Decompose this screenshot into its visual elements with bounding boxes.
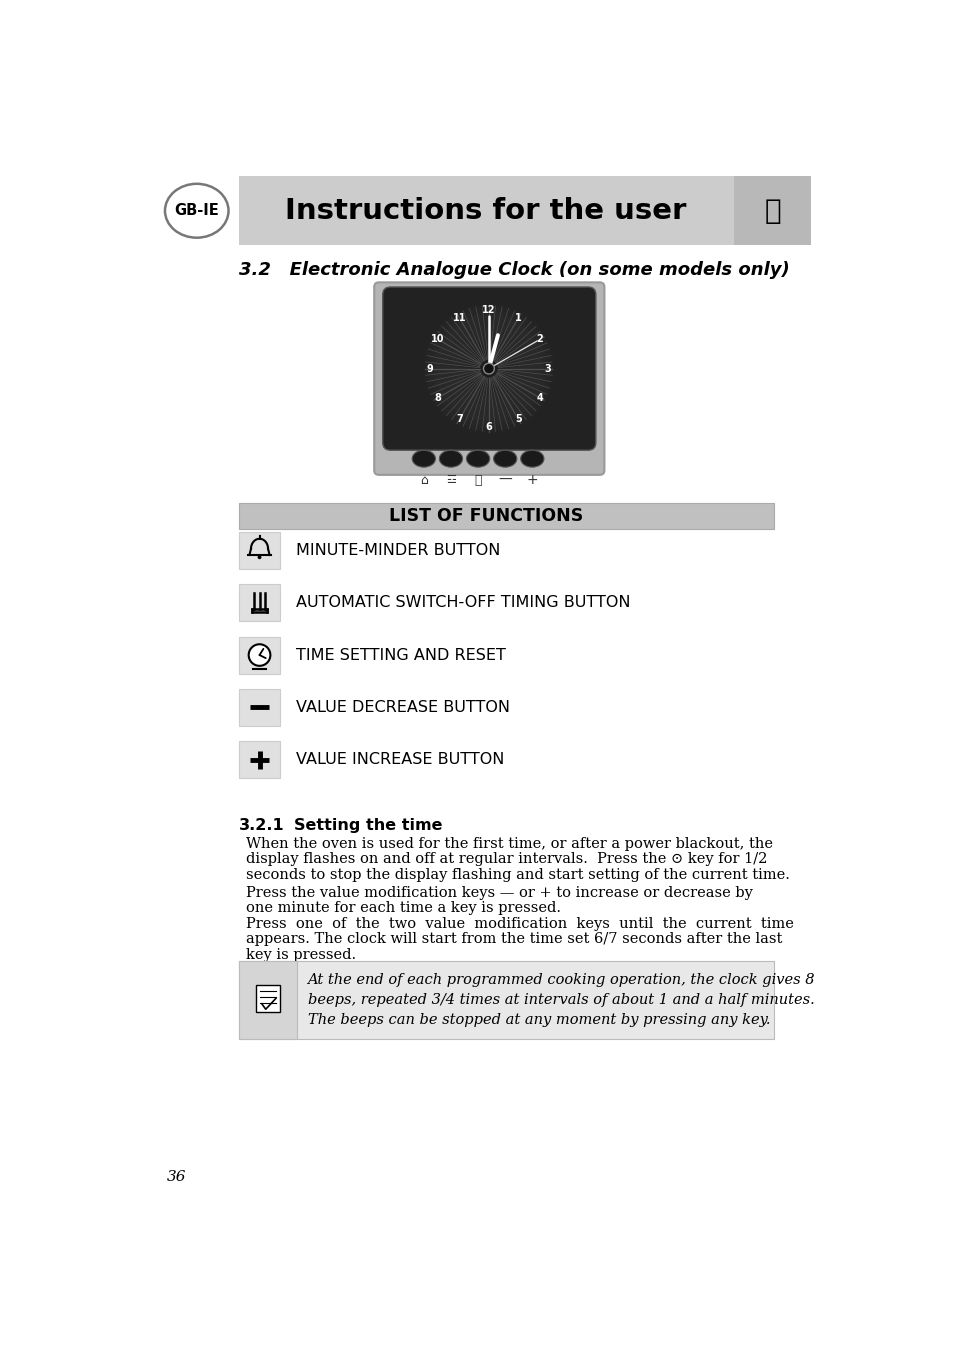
- Text: display flashes on and off at regular intervals.  Press the ⊙ key for 1/2: display flashes on and off at regular in…: [245, 852, 766, 867]
- FancyBboxPatch shape: [238, 741, 280, 779]
- FancyBboxPatch shape: [238, 637, 280, 673]
- Circle shape: [249, 645, 270, 665]
- Text: —: —: [497, 473, 512, 487]
- FancyBboxPatch shape: [239, 176, 733, 246]
- Text: At the end of each programmed cooking operation, the clock gives 8
beeps, repeat: At the end of each programmed cooking op…: [307, 973, 814, 1028]
- Ellipse shape: [466, 450, 489, 468]
- Text: GB-IE: GB-IE: [174, 203, 219, 218]
- Text: 11: 11: [453, 312, 466, 323]
- FancyBboxPatch shape: [733, 176, 810, 246]
- Text: 7: 7: [456, 414, 462, 425]
- Text: 4: 4: [536, 393, 543, 403]
- FancyBboxPatch shape: [239, 961, 297, 1038]
- Text: 12: 12: [481, 306, 496, 315]
- FancyBboxPatch shape: [238, 531, 280, 569]
- Text: 5: 5: [515, 414, 521, 425]
- Text: ☲: ☲: [445, 476, 456, 485]
- Text: ⌛: ⌛: [474, 473, 481, 487]
- Text: 3.2.1: 3.2.1: [239, 818, 285, 833]
- Text: 8: 8: [434, 393, 441, 403]
- Ellipse shape: [439, 450, 462, 468]
- Text: ⌂: ⌂: [419, 473, 427, 487]
- Text: key is pressed.: key is pressed.: [245, 948, 355, 961]
- FancyBboxPatch shape: [382, 287, 596, 450]
- Ellipse shape: [520, 450, 543, 468]
- Text: MINUTE-MINDER BUTTON: MINUTE-MINDER BUTTON: [295, 542, 499, 558]
- Ellipse shape: [165, 184, 229, 238]
- Text: When the oven is used for the first time, or after a power blackout, the: When the oven is used for the first time…: [245, 837, 772, 850]
- Circle shape: [257, 556, 261, 560]
- Text: TIME SETTING AND RESET: TIME SETTING AND RESET: [295, 648, 505, 662]
- FancyBboxPatch shape: [255, 984, 280, 1011]
- Text: LIST OF FUNCTIONS: LIST OF FUNCTIONS: [388, 507, 582, 525]
- Text: appears. The clock will start from the time set 6/7 seconds after the last: appears. The clock will start from the t…: [245, 933, 781, 946]
- Text: Press the value modification keys — or + to increase or decrease by: Press the value modification keys — or +…: [245, 886, 752, 900]
- Text: Instructions for the user: Instructions for the user: [285, 197, 686, 224]
- Text: 2: 2: [536, 334, 543, 345]
- Text: 36: 36: [167, 1169, 187, 1184]
- FancyBboxPatch shape: [374, 283, 604, 475]
- Text: Setting the time: Setting the time: [294, 818, 441, 833]
- Text: Press  one  of  the  two  value  modification  keys  until  the  current  time: Press one of the two value modification …: [245, 917, 793, 930]
- FancyBboxPatch shape: [239, 961, 773, 1038]
- Text: AUTOMATIC SWITCH-OFF TIMING BUTTON: AUTOMATIC SWITCH-OFF TIMING BUTTON: [295, 595, 630, 610]
- Text: seconds to stop the display flashing and start setting of the current time.: seconds to stop the display flashing and…: [245, 868, 789, 882]
- Text: 3.2   Electronic Analogue Clock (on some models only): 3.2 Electronic Analogue Clock (on some m…: [239, 261, 789, 279]
- Circle shape: [483, 364, 494, 375]
- Text: one minute for each time a key is pressed.: one minute for each time a key is presse…: [245, 902, 560, 915]
- Ellipse shape: [493, 450, 517, 468]
- Text: 6: 6: [485, 422, 492, 433]
- Ellipse shape: [412, 450, 435, 468]
- Text: +: +: [526, 473, 537, 487]
- FancyBboxPatch shape: [238, 584, 280, 621]
- Text: 3: 3: [544, 364, 551, 373]
- FancyBboxPatch shape: [238, 690, 280, 726]
- Text: VALUE DECREASE BUTTON: VALUE DECREASE BUTTON: [295, 700, 510, 715]
- Text: 10: 10: [431, 334, 444, 345]
- Text: 🥄: 🥄: [763, 197, 781, 224]
- Text: 1: 1: [515, 312, 521, 323]
- FancyBboxPatch shape: [239, 503, 773, 529]
- Text: 9: 9: [426, 364, 433, 373]
- Text: VALUE INCREASE BUTTON: VALUE INCREASE BUTTON: [295, 752, 504, 768]
